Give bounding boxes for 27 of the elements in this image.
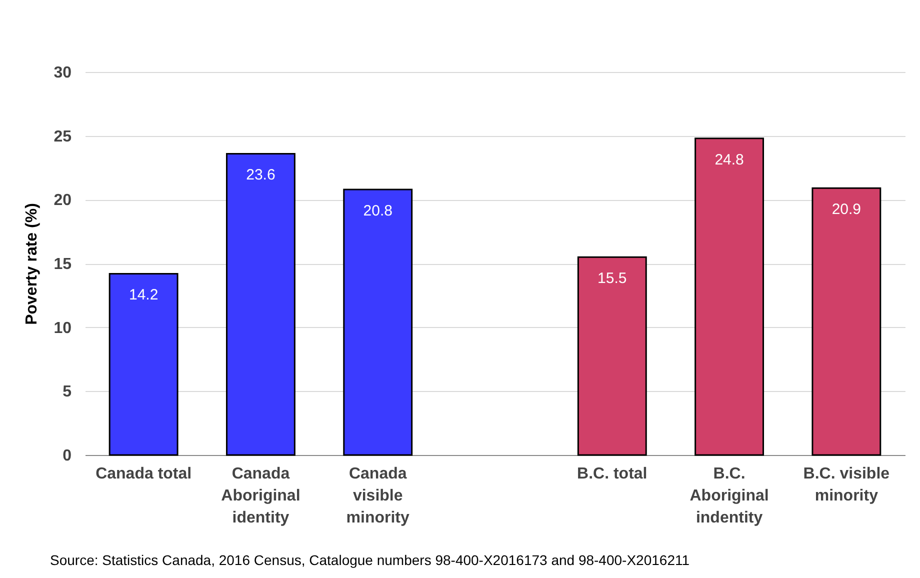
x-tick-label: B.C. visible minority [803,466,890,504]
y-axis-title: Poverty rate (%) [24,203,41,325]
bar [343,188,413,456]
data-label: 14.2 [128,286,158,304]
x-tick-label: Canada total [96,466,192,482]
data-label: 20.8 [363,202,392,220]
data-label: 15.5 [598,270,627,288]
y-tick-label: 10 [54,320,72,337]
y-tick-label: 5 [62,384,72,401]
data-label: 24.8 [714,151,744,168]
y-tick-label: 25 [54,128,72,146]
y-tick-label: 0 [62,448,72,464]
x-tick-label: Canada Aboriginal identity [221,466,300,526]
x-tick-label: B.C. total [577,466,648,482]
y-tick-label: 15 [54,256,72,273]
y-tick-label: 20 [54,192,72,210]
bar [226,152,296,456]
x-tick-label: B.C. Aboriginal indentity [690,466,769,526]
x-tick-label: Canada visible minority [346,466,410,526]
data-label: 20.9 [832,201,862,218]
bar [812,187,882,456]
source-note: Source: Statistics Canada, 2016 Census, Catalogue numbers 98-400-X2016173 and 98-400-X2016211 [50,552,690,568]
data-label: 23.6 [246,166,276,184]
bar [108,272,178,456]
y-tick-label: 30 [54,64,72,82]
bar [694,138,764,456]
bar [577,256,647,456]
